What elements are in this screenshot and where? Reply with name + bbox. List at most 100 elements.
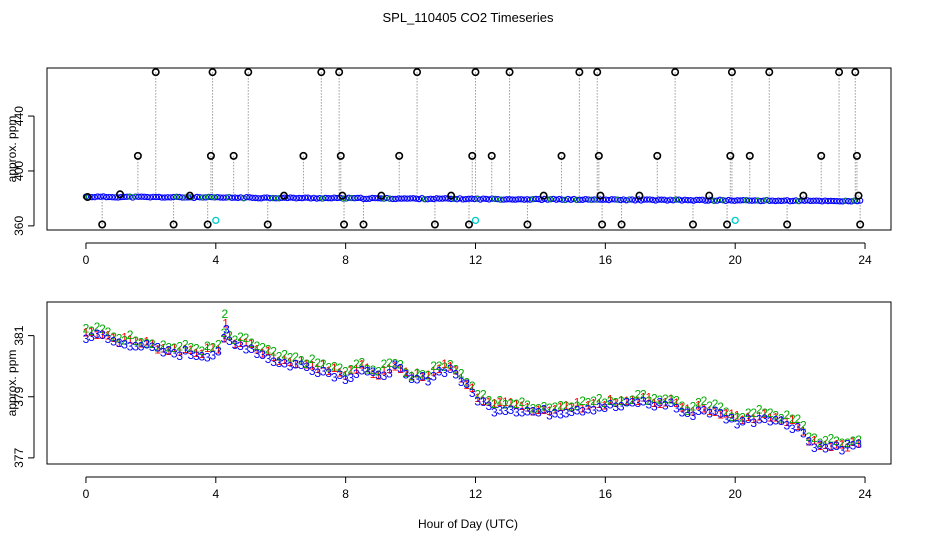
spike-point <box>598 220 607 229</box>
baseline-point <box>810 197 817 204</box>
spike-point <box>835 68 844 77</box>
series-3-point: 3 <box>359 363 366 377</box>
baseline-point <box>263 194 271 201</box>
series-2-point: 2 <box>833 434 840 448</box>
series-3-point: 3 <box>463 377 470 391</box>
series-1-point: 1 <box>204 341 211 355</box>
series-1-point: 1 <box>833 437 840 451</box>
series-1-point: 1 <box>237 336 244 350</box>
baseline-point <box>816 197 823 204</box>
series-3-point: 3 <box>800 426 807 440</box>
series-3-point: 3 <box>452 367 459 381</box>
series-1-point: 1 <box>806 434 813 448</box>
series-2-point: 2 <box>143 336 150 350</box>
series-2-point: 2 <box>772 408 779 422</box>
baseline-point <box>485 196 493 203</box>
series-3-point: 3 <box>259 348 266 362</box>
series-1-point: 1 <box>772 411 779 425</box>
baseline-point-alt <box>673 196 679 203</box>
series-3-point: 3 <box>552 407 559 421</box>
series-1-point: 1 <box>403 365 410 379</box>
series-3-point: 3 <box>767 415 774 429</box>
series-1-point: 1 <box>568 401 575 415</box>
series-1-point: 1 <box>397 362 404 376</box>
baseline-point <box>483 195 490 203</box>
series-1-point: 1 <box>750 412 757 426</box>
baseline-point <box>357 194 364 201</box>
spike-point <box>471 68 480 77</box>
series-2-point: 2 <box>392 357 399 371</box>
spike-point <box>671 68 680 77</box>
spike-point <box>185 191 194 200</box>
spike-point <box>851 68 860 77</box>
series-1-point: 1 <box>640 390 647 404</box>
spike-point <box>783 220 792 229</box>
series-3-point: 3 <box>408 372 415 386</box>
series-3-point: 3 <box>574 403 581 417</box>
bottom-y-tick-label: 377 <box>12 448 26 468</box>
series-3-point: 3 <box>458 375 465 389</box>
series-2-point: 2 <box>265 343 272 357</box>
series-2-point: 2 <box>469 379 476 393</box>
series-1-point: 1 <box>657 397 664 411</box>
series-1-point: 1 <box>855 436 862 450</box>
series-1-point: 1 <box>756 410 763 424</box>
baseline-point <box>325 194 332 202</box>
baseline-point <box>690 197 697 204</box>
spike-point <box>299 151 308 160</box>
series-1-point: 1 <box>474 391 481 405</box>
baseline-point <box>345 194 353 201</box>
baseline-point <box>152 193 160 201</box>
series-3-point: 3 <box>221 332 228 346</box>
baseline-point <box>468 195 475 202</box>
series-1-point: 1 <box>221 332 228 346</box>
baseline-point <box>176 193 183 201</box>
series-1-point: 1 <box>463 378 470 392</box>
spike-point <box>505 68 514 77</box>
baseline-point <box>170 193 177 201</box>
series-3-point: 3 <box>105 332 112 346</box>
baseline-point <box>775 197 782 204</box>
series-2-point: 2 <box>673 393 680 407</box>
series-2-point: 2 <box>541 400 548 414</box>
series-2-point: 2 <box>110 330 117 344</box>
baseline-point <box>716 196 724 203</box>
series-2-point: 2 <box>811 431 818 445</box>
series-3-point: 3 <box>436 364 443 378</box>
baseline-point <box>737 197 744 204</box>
spike-point <box>447 191 456 200</box>
series-2-point: 2 <box>491 397 498 411</box>
series-3-point: 3 <box>425 375 432 389</box>
series-2-point: 2 <box>734 410 741 424</box>
series-1-point: 1 <box>408 369 415 383</box>
series-2-point: 2 <box>359 355 366 369</box>
series-1-point: 1 <box>353 362 360 376</box>
series-1-point: 1 <box>187 343 194 357</box>
baseline-point <box>193 193 201 201</box>
series-1-point: 1 <box>309 358 316 372</box>
series-3-point: 3 <box>789 422 796 436</box>
series-1-point: 1 <box>839 438 846 452</box>
series-1-point: 1 <box>132 334 139 348</box>
series-1-point: 1 <box>519 399 526 413</box>
series-1-point: 1 <box>850 435 857 449</box>
baseline-point <box>272 195 280 202</box>
series-1-point: 1 <box>303 357 310 371</box>
series-1-point: 1 <box>359 357 366 371</box>
series-3-point: 3 <box>618 399 625 413</box>
y-axis-label-top: approx. ppm <box>5 116 19 183</box>
baseline-point <box>523 196 531 203</box>
series-3-point: 3 <box>386 366 393 380</box>
baseline-point <box>135 193 142 200</box>
series-3-point: 3 <box>314 366 321 380</box>
series-2-point: 2 <box>651 392 658 406</box>
panel-top: 0 4 8 12 16 20 24 360 400 440 approx. ppm <box>5 67 892 267</box>
series-1-point: 1 <box>480 394 487 408</box>
spike-point <box>617 220 626 229</box>
series-3-point: 3 <box>772 414 779 428</box>
series-3-point: 3 <box>441 366 448 380</box>
series-3-point: 3 <box>403 367 410 381</box>
series-1-point: 1 <box>778 414 785 428</box>
series-3-point: 3 <box>817 438 824 452</box>
